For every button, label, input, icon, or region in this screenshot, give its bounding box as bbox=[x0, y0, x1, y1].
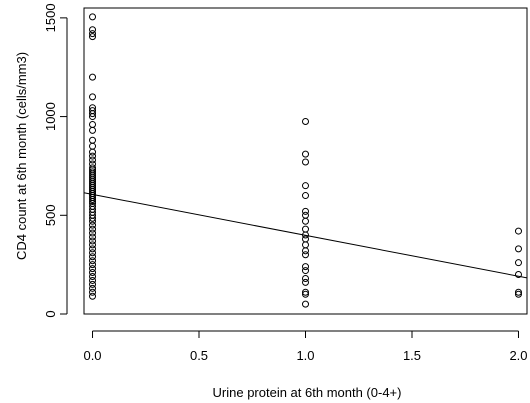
data-point bbox=[89, 33, 97, 41]
data-point bbox=[302, 274, 309, 282]
data-point bbox=[89, 148, 97, 156]
data-point bbox=[302, 241, 309, 249]
data-point bbox=[514, 271, 522, 279]
data-point bbox=[89, 30, 97, 38]
data-point bbox=[89, 126, 97, 134]
data-point bbox=[302, 231, 309, 239]
data-point bbox=[89, 229, 97, 237]
data-point bbox=[89, 225, 97, 233]
y-tick-label: 0 bbox=[43, 310, 58, 317]
y-tick-label: 1000 bbox=[43, 102, 58, 131]
data-point bbox=[302, 263, 309, 271]
data-point bbox=[302, 267, 309, 275]
data-point bbox=[89, 13, 97, 21]
data-point bbox=[89, 221, 97, 229]
regression-line bbox=[83, 192, 528, 279]
data-point bbox=[302, 150, 309, 158]
y-axis-title: CD4 count at 6th month (cells/mm3) bbox=[14, 52, 29, 260]
data-point bbox=[89, 152, 97, 160]
plot-frame bbox=[83, 7, 528, 315]
x-tick-label: 1.5 bbox=[403, 348, 421, 363]
data-point bbox=[89, 136, 97, 144]
data-point bbox=[302, 158, 309, 166]
data-point bbox=[89, 93, 97, 101]
data-point bbox=[89, 237, 97, 245]
x-tick-label: 0.5 bbox=[190, 348, 208, 363]
data-point bbox=[89, 156, 97, 164]
x-tick-label: 0.0 bbox=[83, 348, 101, 363]
data-point bbox=[89, 214, 97, 222]
data-point bbox=[514, 259, 522, 267]
data-point bbox=[89, 26, 97, 34]
data-point bbox=[302, 207, 309, 215]
data-point bbox=[89, 292, 97, 300]
data-point bbox=[302, 182, 309, 190]
data-point bbox=[302, 290, 309, 298]
data-point bbox=[302, 251, 309, 259]
data-point bbox=[89, 217, 97, 225]
data-point bbox=[302, 278, 309, 286]
data-point bbox=[89, 288, 97, 296]
x-tick-label: 2.0 bbox=[509, 348, 527, 363]
data-point bbox=[514, 227, 522, 235]
data-point bbox=[302, 118, 309, 126]
data-point bbox=[89, 284, 97, 292]
data-point bbox=[89, 253, 97, 261]
data-point bbox=[89, 276, 97, 284]
data-point bbox=[302, 192, 309, 200]
data-point bbox=[89, 233, 97, 241]
data-point bbox=[89, 110, 97, 118]
y-tick-label: 500 bbox=[43, 204, 58, 226]
y-tick-label: 1500 bbox=[43, 3, 58, 32]
data-point bbox=[302, 288, 309, 296]
plot-layer: 0.0 0.5 1.0 1.5 2.0 0 500 1000 1500 bbox=[43, 3, 528, 363]
data-point bbox=[302, 225, 309, 233]
data-point bbox=[302, 300, 309, 308]
data-point bbox=[89, 280, 97, 288]
data-point bbox=[89, 265, 97, 273]
x-tick-label: 1.0 bbox=[296, 348, 314, 363]
data-point bbox=[89, 249, 97, 257]
data-point bbox=[89, 120, 97, 128]
x-axis-title: Urine protein at 6th month (0-4+) bbox=[213, 385, 402, 400]
data-point bbox=[302, 217, 309, 225]
data-point bbox=[89, 142, 97, 150]
data-point bbox=[89, 261, 97, 269]
data-point bbox=[514, 288, 522, 296]
data-point bbox=[89, 245, 97, 253]
data-point bbox=[89, 257, 97, 265]
data-point bbox=[514, 245, 522, 253]
data-point bbox=[89, 269, 97, 277]
data-point bbox=[89, 73, 97, 81]
data-point bbox=[514, 290, 522, 298]
data-point bbox=[89, 241, 97, 249]
data-point bbox=[89, 197, 97, 205]
data-point bbox=[302, 211, 309, 219]
data-point bbox=[89, 113, 97, 121]
data-point bbox=[302, 235, 309, 243]
data-point bbox=[89, 272, 97, 280]
data-point bbox=[89, 195, 97, 203]
data-point bbox=[302, 247, 309, 255]
